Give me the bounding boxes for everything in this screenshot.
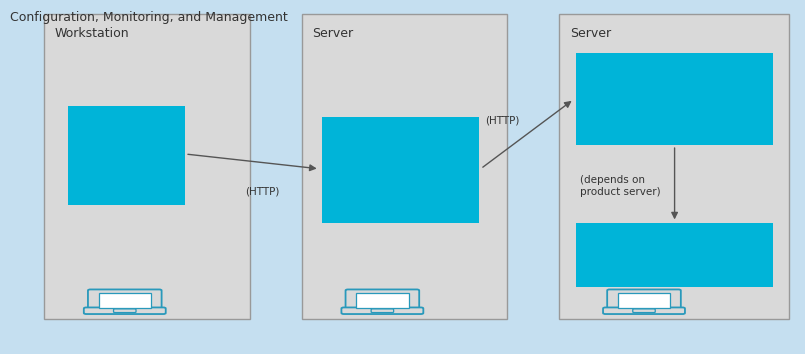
Text: Workstation: Workstation: [55, 27, 130, 40]
FancyBboxPatch shape: [559, 14, 789, 319]
FancyBboxPatch shape: [357, 293, 408, 308]
Text: (HTTP): (HTTP): [485, 115, 520, 125]
FancyBboxPatch shape: [607, 290, 681, 313]
FancyBboxPatch shape: [341, 307, 423, 314]
Text: Software AG
Platform Manager: Software AG Platform Manager: [606, 85, 742, 113]
FancyBboxPatch shape: [603, 307, 685, 314]
Text: (depends on
product server): (depends on product server): [580, 175, 660, 197]
FancyBboxPatch shape: [371, 309, 394, 313]
Text: Product Server: Product Server: [617, 249, 731, 261]
FancyBboxPatch shape: [88, 290, 162, 313]
Text: Configuration, Monitoring, and Management: Configuration, Monitoring, and Managemen…: [10, 11, 287, 24]
FancyBboxPatch shape: [99, 293, 151, 308]
FancyBboxPatch shape: [633, 309, 655, 313]
Text: Command Central
Server: Command Central Server: [334, 156, 467, 184]
FancyBboxPatch shape: [322, 117, 479, 223]
FancyBboxPatch shape: [618, 293, 670, 308]
FancyBboxPatch shape: [345, 290, 419, 313]
FancyBboxPatch shape: [84, 307, 166, 314]
Text: Server: Server: [570, 27, 611, 40]
FancyBboxPatch shape: [114, 309, 136, 313]
Text: Server: Server: [312, 27, 353, 40]
Text: Client
tools: Client tools: [105, 142, 149, 170]
Text: (HTTP): (HTTP): [246, 186, 280, 196]
FancyBboxPatch shape: [302, 14, 507, 319]
FancyBboxPatch shape: [576, 53, 773, 145]
FancyBboxPatch shape: [44, 14, 250, 319]
FancyBboxPatch shape: [576, 223, 773, 287]
FancyBboxPatch shape: [68, 106, 185, 205]
